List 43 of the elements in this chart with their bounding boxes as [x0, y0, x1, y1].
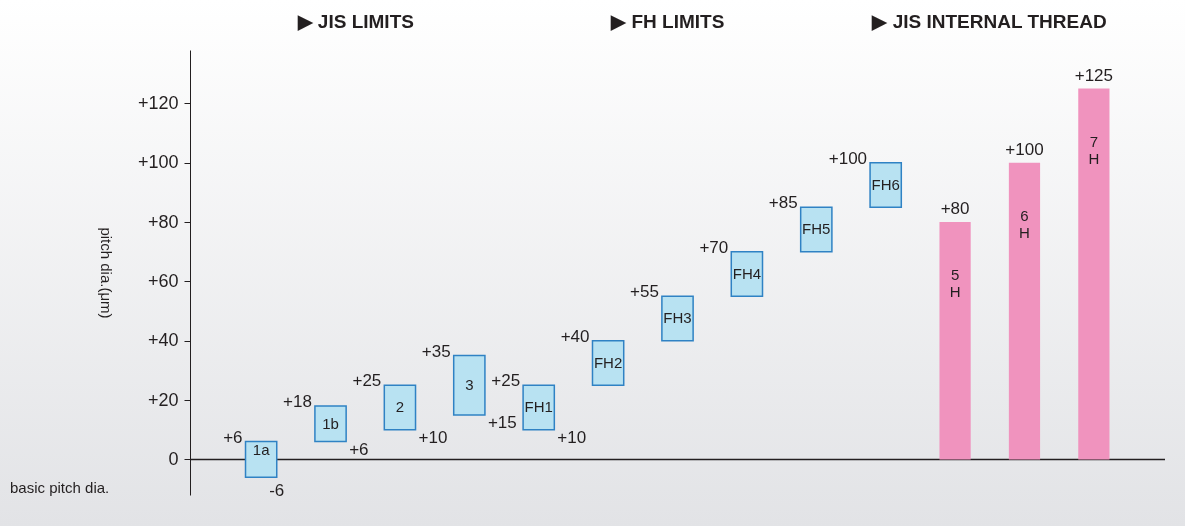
annotation: +25	[491, 371, 521, 391]
annotation: +35	[421, 341, 451, 361]
annotation: +10	[557, 427, 587, 447]
y-tick-label: 0	[168, 448, 179, 469]
x-tick-label: 3	[465, 376, 474, 394]
annotation: +25	[352, 371, 382, 391]
x-tick-label: 7 H	[1088, 132, 1100, 167]
y-tick-label: +60	[147, 270, 179, 291]
x-tick-label: 2	[395, 398, 405, 416]
x-tick-label: FH2	[593, 353, 623, 371]
annotation: +6	[223, 427, 243, 447]
annotation: +100	[828, 148, 868, 168]
x-tick-label: FH3	[663, 309, 692, 327]
annotation: +55	[630, 282, 659, 302]
annotation: +15	[487, 412, 517, 432]
text: ▶ JIS INTERNAL THREAD	[871, 11, 1107, 32]
ref-line-label: basic pitch dia.	[10, 479, 110, 497]
x-tick-label: FH5	[802, 220, 831, 238]
annotation: +125	[1074, 65, 1114, 85]
x-tick-label: 5 H	[949, 266, 961, 301]
text: ▶ FH LIMITS	[610, 11, 725, 32]
annotation: +85	[768, 193, 798, 213]
x-tick-label: 1a	[252, 440, 271, 458]
annotation: +100	[1005, 139, 1044, 159]
x-tick-label: FH6	[871, 175, 900, 193]
x-tick-label: FH1	[524, 398, 553, 416]
annotation: +80	[940, 199, 970, 219]
x-tick-label: FH4	[732, 264, 762, 282]
y-tick-label: +40	[147, 330, 179, 351]
annotation: +18	[283, 392, 312, 411]
y-tick-label: +20	[147, 389, 179, 410]
y-axis-title: pitch dia.(μm)	[97, 227, 115, 319]
annotation: +40	[560, 326, 590, 346]
annotation: -6	[269, 481, 285, 501]
annotation: +6	[349, 439, 369, 459]
x-tick-label: 1b	[322, 414, 339, 432]
y-tick-label: +80	[147, 211, 179, 232]
x-tick-label: 6 H	[1019, 207, 1030, 242]
annotation: +70	[699, 237, 729, 257]
y-tick-label: +100	[137, 152, 179, 173]
y-tick-label: +120	[137, 92, 179, 113]
annotation: +10	[418, 427, 448, 447]
text: ▶ JIS LIMITS	[296, 11, 414, 32]
